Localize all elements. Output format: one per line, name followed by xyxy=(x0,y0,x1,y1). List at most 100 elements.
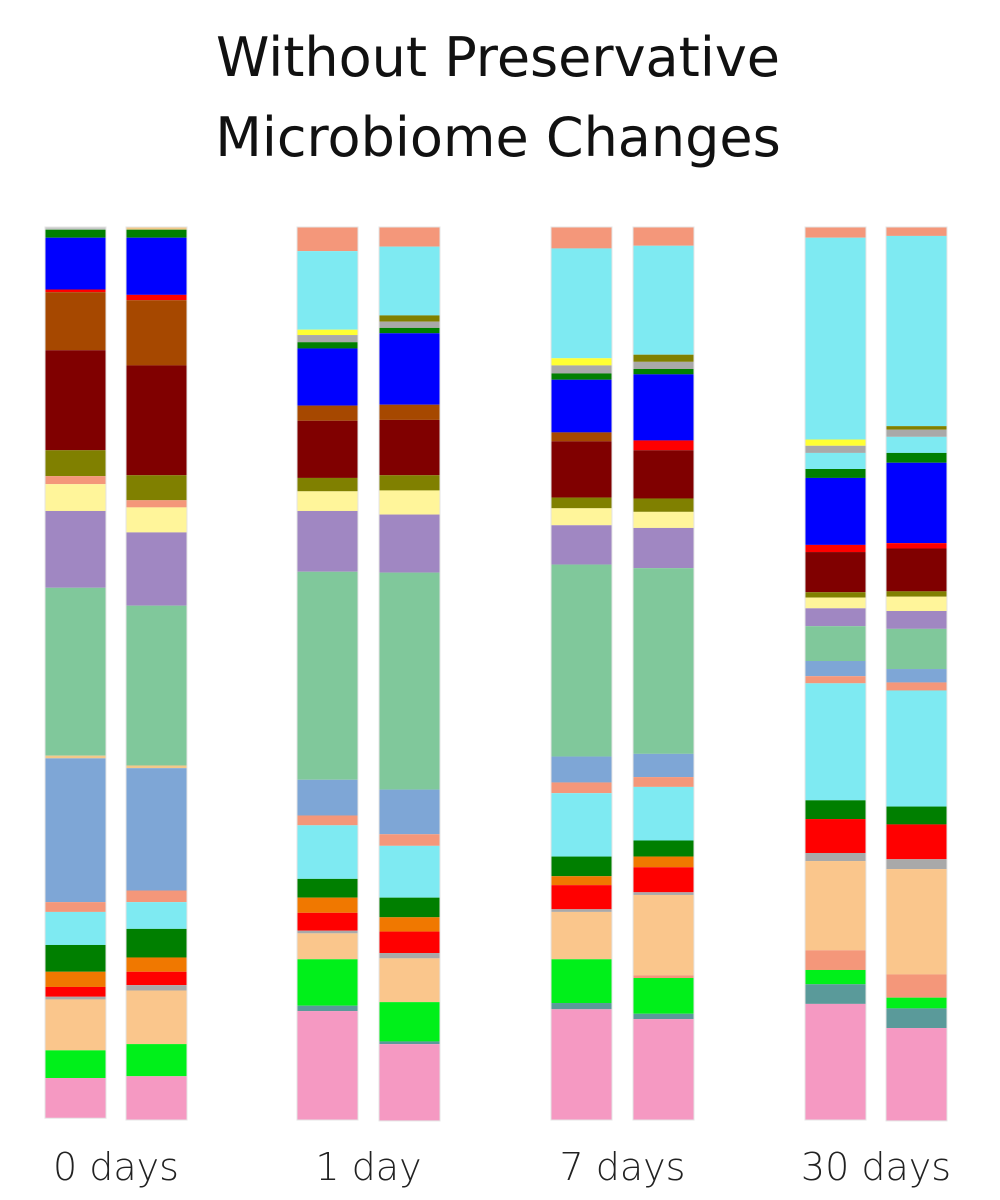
bar-segment xyxy=(805,452,866,470)
bar-segment xyxy=(886,235,947,427)
bar-segment xyxy=(805,439,866,446)
bar-segment xyxy=(805,969,866,985)
bar-outline xyxy=(125,226,188,1121)
bar-segment xyxy=(297,342,358,349)
bar-segment xyxy=(633,440,694,451)
bar-segment xyxy=(886,806,947,825)
bar-segment xyxy=(633,511,694,528)
bar-segment xyxy=(633,568,694,754)
bar-segment xyxy=(45,229,106,238)
bar-segment xyxy=(886,548,947,592)
bar-segment xyxy=(633,527,694,569)
bar-segment xyxy=(45,350,106,451)
bar-segment xyxy=(805,592,866,598)
bar-segment xyxy=(45,996,106,1000)
bar-segment xyxy=(805,227,866,238)
bar-segment xyxy=(633,786,694,841)
bar-segment xyxy=(126,475,187,501)
bar-segment xyxy=(126,605,187,766)
bar-segment xyxy=(633,975,694,979)
bar-segment xyxy=(297,477,358,492)
bar-segment xyxy=(379,834,440,846)
bar-segment xyxy=(805,950,866,970)
bar-segment xyxy=(633,892,694,895)
bar-segment xyxy=(886,974,947,998)
bar-outline xyxy=(44,226,107,1119)
bar-segment xyxy=(297,405,358,421)
x-tick-label: 0 days xyxy=(53,1145,179,1189)
bar-segment xyxy=(126,365,187,476)
x-tick-label: 30 days xyxy=(801,1145,951,1189)
bar-segment xyxy=(297,1005,358,1012)
bar-segment xyxy=(126,957,187,972)
bar-segment xyxy=(633,498,694,512)
bar-segment xyxy=(45,484,106,511)
bar-segment xyxy=(551,365,612,374)
bar-segment xyxy=(886,452,947,463)
bar-segment xyxy=(805,683,866,801)
bar-segment xyxy=(633,1013,694,1020)
bar-segment xyxy=(551,564,612,757)
bar-outline xyxy=(804,226,867,1121)
bar-segment xyxy=(805,477,866,545)
bar-segment xyxy=(379,490,440,515)
bar-segment xyxy=(126,294,187,301)
bar-segment xyxy=(551,379,612,433)
bar-segment xyxy=(551,227,612,249)
bar-outline xyxy=(378,226,441,1122)
bar-segment xyxy=(379,475,440,491)
bar-segment xyxy=(126,902,187,929)
bar-segment xyxy=(297,930,358,934)
bar-segment xyxy=(45,1078,106,1119)
bar-outline xyxy=(296,226,359,1121)
bar-segment xyxy=(379,1002,440,1042)
bar-segment xyxy=(551,508,612,526)
bar-segment xyxy=(45,986,106,997)
bar-segment xyxy=(379,514,440,573)
bar-segment xyxy=(379,789,440,835)
bar-segment xyxy=(805,819,866,853)
bar-segment xyxy=(379,333,440,405)
bar-segment xyxy=(126,985,187,991)
bar-segment xyxy=(633,894,694,976)
bar-segment xyxy=(297,1011,358,1120)
bar-segment xyxy=(805,861,866,951)
bar-segment xyxy=(379,931,440,954)
bar-segment xyxy=(805,800,866,820)
bar-segment xyxy=(805,237,866,440)
bar-segment xyxy=(126,500,187,508)
bar-segment xyxy=(45,237,106,290)
bar-segment xyxy=(297,251,358,330)
bar-segment xyxy=(126,237,187,295)
bar-segment xyxy=(886,426,947,430)
bar-segment xyxy=(45,999,106,1051)
bar-segment xyxy=(633,368,694,375)
bar-segment xyxy=(45,476,106,485)
chart-title: Without Preservative xyxy=(216,26,780,89)
bar-segment xyxy=(45,289,106,293)
bar-segment xyxy=(886,997,947,1009)
bar-segment xyxy=(297,779,358,816)
bar-segment xyxy=(126,1044,187,1077)
bar-segment xyxy=(45,587,106,756)
bar-segment xyxy=(297,571,358,780)
bar-segment xyxy=(886,1028,947,1121)
bar-segment xyxy=(126,971,187,986)
bar-segment xyxy=(805,445,866,453)
bar-segment xyxy=(886,436,947,453)
bar-segment xyxy=(886,669,947,683)
bar-segment xyxy=(886,869,947,975)
bar-segment xyxy=(633,361,694,369)
bar-segment xyxy=(297,933,358,960)
bar-segment xyxy=(886,462,947,544)
bar-segment xyxy=(379,315,440,322)
bar-segment xyxy=(633,1019,694,1120)
bar-segment xyxy=(126,1076,187,1120)
bar-segment xyxy=(633,867,694,893)
bar-segment xyxy=(633,450,694,499)
bar-segment xyxy=(379,327,440,334)
bar-segment xyxy=(805,608,866,627)
bar-segment xyxy=(45,758,106,903)
bar-segment xyxy=(45,292,106,351)
bar-segment xyxy=(126,532,187,606)
